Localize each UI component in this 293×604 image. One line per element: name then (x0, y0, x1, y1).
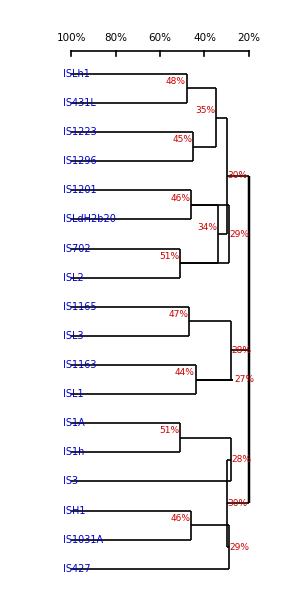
Text: IS702: IS702 (63, 243, 91, 254)
Text: IS1A: IS1A (63, 418, 85, 428)
Text: 29%: 29% (230, 230, 250, 239)
Text: 28%: 28% (232, 455, 252, 464)
Text: 100%: 100% (56, 33, 86, 43)
Text: IS427: IS427 (63, 564, 91, 574)
Text: 27%: 27% (234, 375, 254, 384)
Text: IS1031A: IS1031A (63, 535, 103, 545)
Text: 46%: 46% (171, 514, 190, 523)
Text: ISLdH2b20: ISLdH2b20 (63, 214, 116, 225)
Text: 28%: 28% (232, 346, 252, 355)
Text: 51%: 51% (159, 426, 179, 435)
Text: ISH1: ISH1 (63, 506, 86, 516)
Text: 47%: 47% (168, 310, 188, 319)
Text: 20%: 20% (237, 33, 260, 43)
Text: 46%: 46% (171, 193, 190, 202)
Text: IS1h: IS1h (63, 448, 85, 457)
Text: IS1296: IS1296 (63, 156, 97, 166)
Text: ISL3: ISL3 (63, 331, 84, 341)
Text: 80%: 80% (104, 33, 127, 43)
Text: 30%: 30% (227, 172, 248, 180)
Text: 48%: 48% (166, 77, 186, 86)
Text: 51%: 51% (159, 252, 179, 261)
Text: 30%: 30% (227, 499, 248, 508)
Text: IS1165: IS1165 (63, 302, 97, 312)
Text: IS431L: IS431L (63, 98, 96, 108)
Text: 44%: 44% (175, 368, 195, 378)
Text: IS1201: IS1201 (63, 185, 97, 195)
Text: 34%: 34% (197, 223, 217, 232)
Text: 60%: 60% (149, 33, 171, 43)
Text: IS3: IS3 (63, 477, 79, 486)
Text: 40%: 40% (193, 33, 216, 43)
Text: 35%: 35% (195, 106, 215, 115)
Text: ISLh1: ISLh1 (63, 69, 90, 79)
Text: IS1163: IS1163 (63, 360, 97, 370)
Text: ISL1: ISL1 (63, 389, 84, 399)
Text: 45%: 45% (173, 135, 193, 144)
Text: 29%: 29% (230, 542, 250, 551)
Text: IS1223: IS1223 (63, 127, 97, 137)
Text: ISL2: ISL2 (63, 272, 84, 283)
